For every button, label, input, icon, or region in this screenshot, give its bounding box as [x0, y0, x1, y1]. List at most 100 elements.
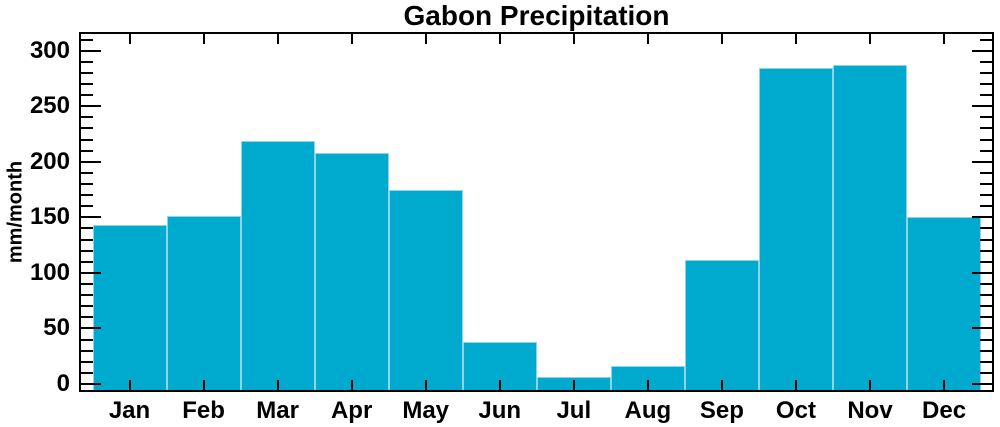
y-minor-tick — [81, 127, 93, 130]
x-tick-bottom — [350, 380, 353, 390]
x-tick-top — [943, 34, 946, 44]
y-major-tick — [972, 216, 992, 219]
x-tick-bottom — [128, 380, 131, 390]
y-minor-tick — [980, 171, 992, 174]
y-minor-tick — [81, 294, 93, 297]
y-tick-label: 0 — [56, 370, 70, 397]
y-major-tick — [972, 383, 992, 385]
y-minor-tick — [81, 305, 93, 308]
y-minor-tick — [980, 227, 992, 230]
x-tick-label: Oct — [775, 397, 816, 424]
x-tick-label: Apr — [330, 397, 373, 424]
y-major-tick — [81, 160, 101, 163]
y-minor-tick — [980, 316, 992, 319]
y-minor-tick — [81, 83, 93, 86]
y-minor-tick — [81, 60, 93, 63]
y-minor-tick — [980, 294, 992, 297]
x-tick-top — [424, 34, 427, 44]
y-minor-tick — [980, 238, 992, 241]
y-minor-tick — [81, 227, 93, 230]
x-tick-bottom — [869, 380, 871, 390]
y-minor-tick — [980, 338, 992, 341]
y-minor-tick — [81, 360, 93, 363]
x-tick-top — [794, 34, 797, 44]
bar-jan — [92, 225, 167, 390]
y-minor-tick — [81, 38, 93, 41]
y-minor-tick — [81, 316, 93, 319]
x-tick-top — [869, 34, 871, 44]
y-minor-tick — [81, 71, 93, 74]
x-tick-bottom — [276, 380, 279, 390]
x-tick-label: Sep — [699, 397, 744, 424]
x-tick-bottom — [943, 380, 946, 390]
y-major-tick — [972, 271, 992, 274]
bar-apr — [314, 152, 389, 390]
y-minor-tick — [980, 127, 992, 130]
y-minor-tick — [980, 116, 992, 119]
y-minor-tick — [980, 83, 992, 86]
y-minor-tick — [81, 249, 93, 252]
x-tick-top — [572, 34, 575, 44]
y-minor-tick — [980, 283, 992, 285]
y-minor-tick — [81, 94, 93, 97]
x-tick-label: Jul — [556, 397, 592, 424]
y-minor-tick — [980, 371, 992, 374]
x-tick-label: Dec — [922, 397, 967, 424]
y-minor-tick — [980, 249, 992, 252]
y-tick-label: 200 — [29, 147, 70, 175]
y-minor-tick — [980, 305, 992, 308]
x-tick-bottom — [498, 380, 501, 390]
y-minor-tick — [980, 360, 992, 363]
x-tick-top — [498, 34, 501, 44]
y-major-tick — [81, 271, 101, 274]
y-tick-label: 300 — [29, 36, 70, 64]
x-tick-label: Feb — [182, 397, 225, 424]
y-minor-tick — [81, 138, 93, 141]
y-tick-label: 100 — [29, 258, 70, 286]
y-minor-tick — [81, 171, 93, 174]
x-tick-label: May — [402, 397, 450, 424]
y-minor-tick — [81, 371, 93, 374]
bar-feb — [166, 216, 241, 390]
bar-dec — [907, 217, 982, 390]
y-minor-tick — [81, 116, 93, 119]
y-minor-tick — [81, 205, 93, 208]
x-tick-bottom — [794, 380, 797, 390]
x-tick-bottom — [202, 380, 205, 390]
y-minor-tick — [980, 71, 992, 74]
chart-title: Gabon Precipitation — [403, 0, 670, 31]
y-minor-tick — [81, 183, 93, 186]
x-tick-top — [350, 34, 353, 44]
y-major-tick — [81, 216, 101, 219]
y-major-tick — [972, 105, 992, 108]
y-minor-tick — [980, 205, 992, 208]
x-tick-top — [646, 34, 649, 44]
y-major-tick — [972, 327, 992, 330]
y-minor-tick — [81, 238, 93, 241]
bar-sep — [684, 259, 759, 390]
y-major-tick — [81, 49, 101, 52]
y-major-tick — [81, 105, 101, 108]
x-tick-top — [720, 34, 723, 44]
y-minor-tick — [980, 260, 992, 263]
plot-inner — [81, 34, 992, 390]
y-major-tick — [972, 49, 992, 52]
y-minor-tick — [81, 149, 93, 152]
y-major-tick — [81, 383, 101, 385]
y-minor-tick — [980, 94, 992, 97]
x-tick-label: Nov — [847, 397, 893, 424]
y-tick-label: 250 — [29, 92, 70, 120]
y-minor-tick — [980, 349, 992, 352]
y-minor-tick — [81, 283, 93, 285]
bar-nov — [833, 65, 907, 390]
y-minor-tick — [980, 149, 992, 152]
y-minor-tick — [81, 349, 93, 352]
bar-mar — [240, 140, 315, 390]
y-minor-tick — [81, 338, 93, 341]
y-minor-tick — [980, 60, 992, 63]
x-tick-label: Mar — [256, 397, 299, 424]
y-minor-tick — [980, 194, 992, 197]
y-minor-tick — [980, 183, 992, 186]
x-tick-bottom — [572, 380, 575, 390]
